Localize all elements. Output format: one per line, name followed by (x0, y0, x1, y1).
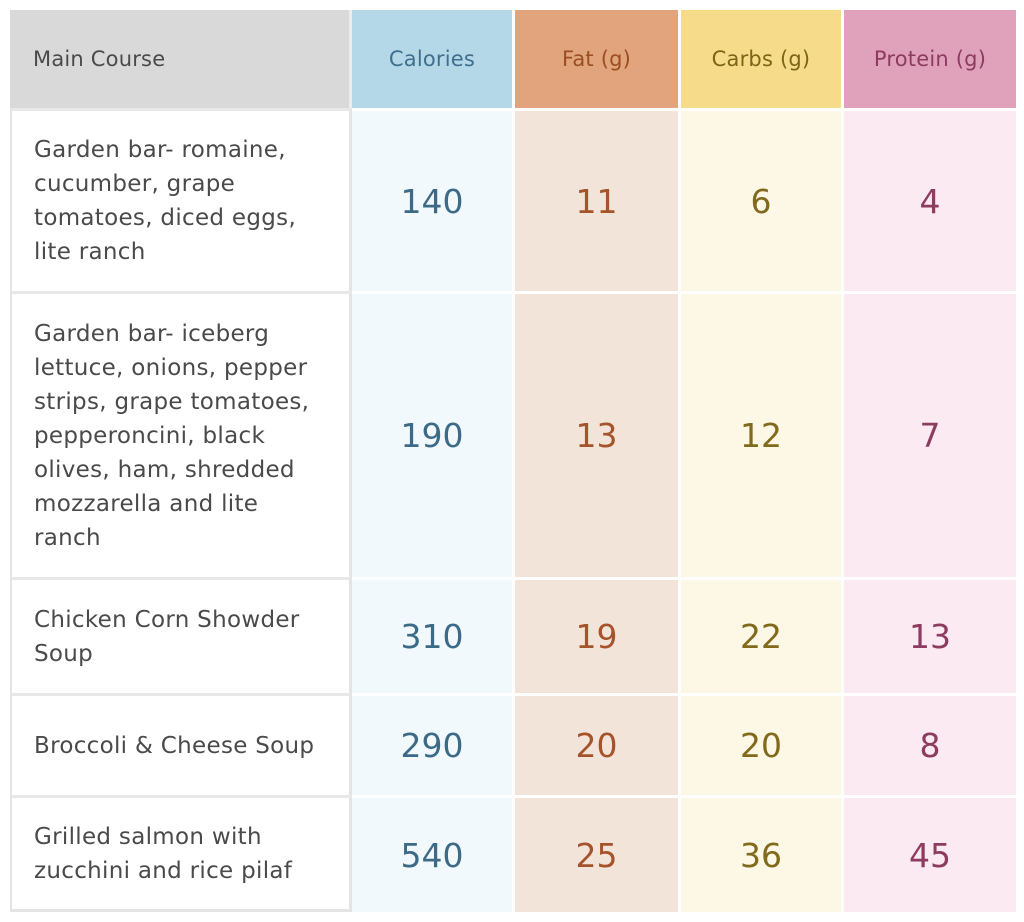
row-main-course: Chicken Corn Showder Soup (10, 577, 352, 693)
row-carbs: 20 (681, 693, 844, 795)
row-fat: 13 (515, 291, 681, 577)
header-fat: Fat (g) (515, 10, 681, 108)
table-row: Grilled salmon with zucchini and rice pi… (10, 795, 1016, 912)
row-protein: 7 (844, 291, 1016, 577)
table-row: Broccoli & Cheese Soup 290 20 20 8 (10, 693, 1016, 795)
nutrition-table: Main Course Calories Fat (g) Carbs (g) P… (10, 10, 1016, 912)
row-carbs: 36 (681, 795, 844, 912)
row-protein: 8 (844, 693, 1016, 795)
table-header: Main Course Calories Fat (g) Carbs (g) P… (10, 10, 1016, 108)
row-main-course: Garden bar- iceberg lettuce, onions, pep… (10, 291, 352, 577)
row-protein: 13 (844, 577, 1016, 693)
row-carbs: 12 (681, 291, 844, 577)
row-main-course: Broccoli & Cheese Soup (10, 693, 352, 795)
row-fat: 25 (515, 795, 681, 912)
row-carbs: 6 (681, 108, 844, 291)
row-calories: 140 (352, 108, 515, 291)
row-calories: 310 (352, 577, 515, 693)
table-body: Garden bar- romaine, cucumber, grape tom… (10, 108, 1016, 912)
row-calories: 290 (352, 693, 515, 795)
row-fat: 11 (515, 108, 681, 291)
header-protein: Protein (g) (844, 10, 1016, 108)
table-row: Chicken Corn Showder Soup 310 19 22 13 (10, 577, 1016, 693)
table-row: Garden bar- romaine, cucumber, grape tom… (10, 108, 1016, 291)
row-fat: 19 (515, 577, 681, 693)
row-main-course: Garden bar- romaine, cucumber, grape tom… (10, 108, 352, 291)
header-carbs: Carbs (g) (681, 10, 844, 108)
row-calories: 190 (352, 291, 515, 577)
row-protein: 45 (844, 795, 1016, 912)
header-main-course: Main Course (10, 10, 352, 108)
row-fat: 20 (515, 693, 681, 795)
header-calories: Calories (352, 10, 515, 108)
table-row: Garden bar- iceberg lettuce, onions, pep… (10, 291, 1016, 577)
header-row: Main Course Calories Fat (g) Carbs (g) P… (10, 10, 1016, 108)
row-protein: 4 (844, 108, 1016, 291)
row-calories: 540 (352, 795, 515, 912)
row-main-course: Grilled salmon with zucchini and rice pi… (10, 795, 352, 912)
row-carbs: 22 (681, 577, 844, 693)
